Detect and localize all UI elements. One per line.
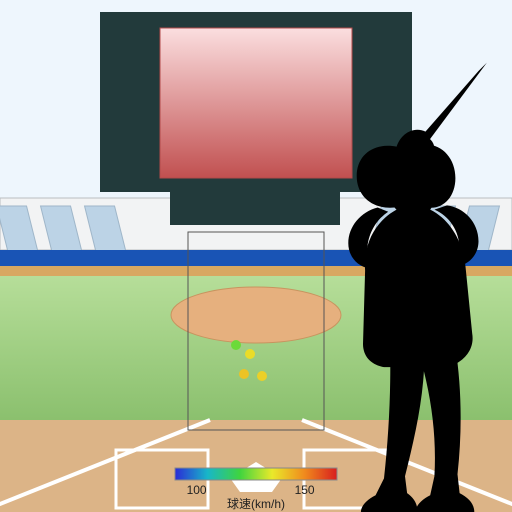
- pitch-marker: [257, 371, 267, 381]
- scoreboard-screen: [160, 28, 352, 178]
- speed-legend-tick: 150: [295, 483, 315, 497]
- scoreboard-stem: [170, 185, 340, 225]
- speed-legend-tick: 100: [187, 483, 207, 497]
- pitch-marker: [245, 349, 255, 359]
- pitch-marker: [239, 369, 249, 379]
- pitch-marker: [231, 340, 241, 350]
- pitchers-mound: [171, 287, 341, 343]
- speed-legend-bar: [175, 468, 337, 480]
- speed-legend-label: 球速(km/h): [227, 497, 285, 511]
